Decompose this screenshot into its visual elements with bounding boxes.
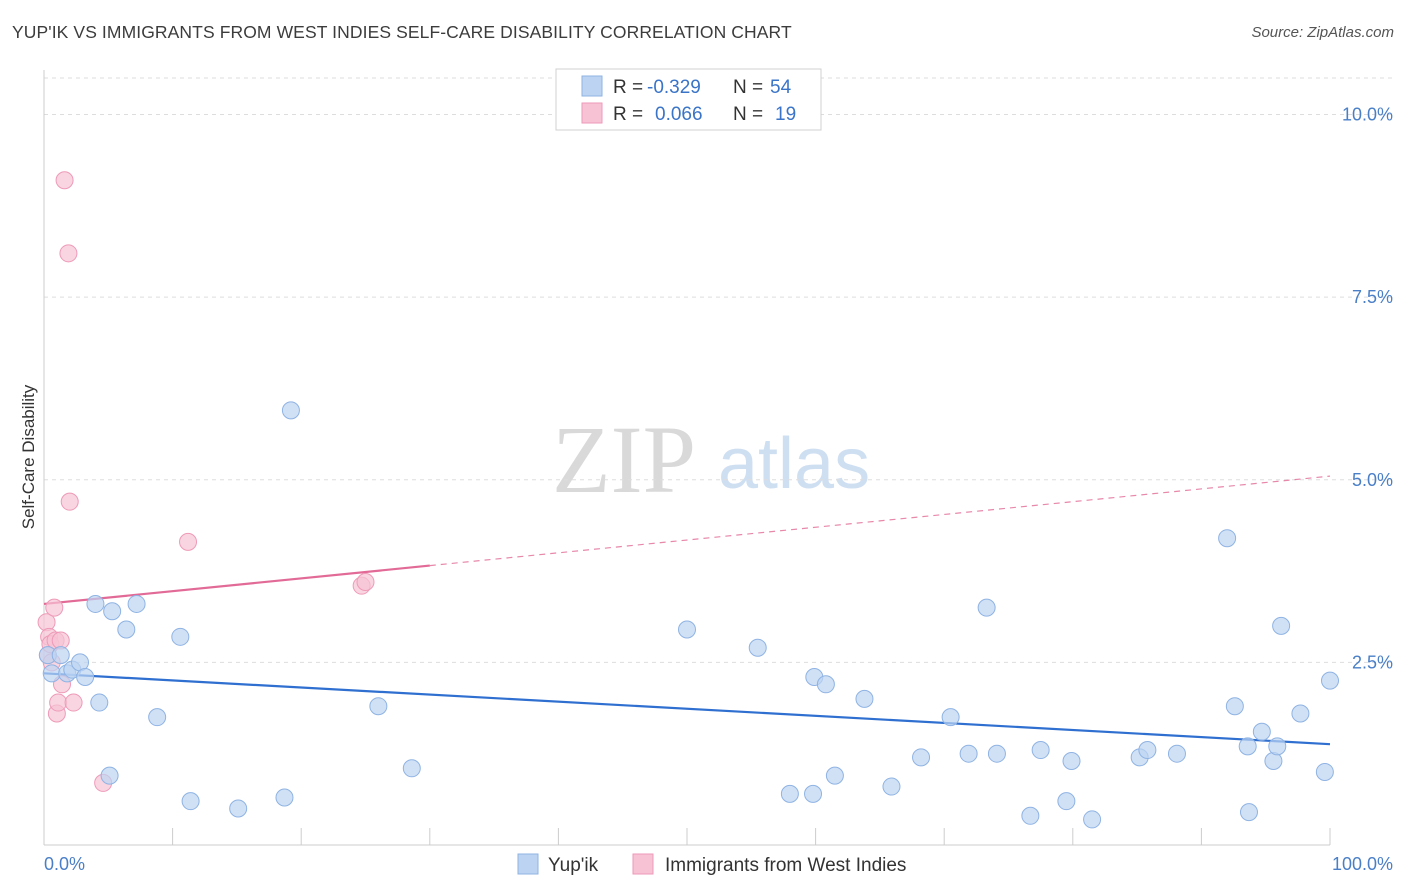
point-yupik bbox=[281, 401, 300, 420]
point-west-indies bbox=[64, 693, 83, 712]
point-yupik bbox=[977, 598, 996, 617]
chart-title: YUP'IK VS IMMIGRANTS FROM WEST INDIES SE… bbox=[12, 22, 792, 42]
point-yupik bbox=[1238, 737, 1257, 756]
legend-n-label-1: N = bbox=[733, 77, 763, 98]
watermark-atlas: atlas bbox=[718, 424, 870, 504]
y-tick-label: 2.5% bbox=[1352, 652, 1393, 672]
point-yupik bbox=[1138, 741, 1157, 760]
y-tick-label: 10.0% bbox=[1342, 105, 1393, 125]
point-yupik bbox=[882, 777, 901, 796]
point-yupik bbox=[1225, 697, 1244, 716]
legend-n-label-2: N = bbox=[733, 104, 763, 125]
point-yupik bbox=[1272, 616, 1291, 635]
point-yupik bbox=[90, 693, 109, 712]
legend-n-value-2: 19 bbox=[775, 104, 796, 125]
bottom-legend-swatch-west-indies bbox=[632, 853, 654, 875]
point-yupik bbox=[369, 697, 388, 716]
y-axis-label: Self-Care Disability bbox=[19, 384, 38, 529]
trendline-west-indies-solid bbox=[43, 564, 430, 606]
point-yupik bbox=[959, 744, 978, 763]
legend-r-value-2: 0.066 bbox=[655, 104, 703, 125]
point-yupik bbox=[1062, 751, 1081, 770]
point-west-indies bbox=[59, 244, 78, 263]
point-yupik bbox=[1083, 810, 1102, 829]
watermark-zip: ZIP bbox=[552, 406, 696, 513]
point-yupik bbox=[855, 689, 874, 708]
point-yupik bbox=[941, 708, 960, 727]
y-tick-label: 5.0% bbox=[1352, 470, 1393, 490]
point-west-indies bbox=[45, 598, 64, 617]
bottom-legend-swatch-yupik bbox=[517, 853, 539, 875]
ticks-layer: 2.5% 5.0% 7.5% 10.0% 0.0% 100.0% bbox=[44, 105, 1393, 874]
point-yupik bbox=[1315, 762, 1334, 781]
bottom-legend-label-west-indies: Immigrants from West Indies bbox=[665, 855, 906, 876]
point-west-indies bbox=[356, 573, 375, 592]
point-yupik bbox=[103, 602, 122, 621]
legend-r-label-2: R = bbox=[613, 104, 643, 125]
point-yupik bbox=[51, 646, 70, 665]
point-yupik bbox=[100, 766, 119, 785]
point-west-indies bbox=[179, 532, 198, 551]
point-yupik bbox=[402, 759, 421, 778]
point-west-indies bbox=[49, 693, 68, 712]
points-layer bbox=[37, 171, 1339, 829]
bottom-legend: Yup'ik Immigrants from West Indies bbox=[517, 853, 906, 876]
x-tick-label-start: 0.0% bbox=[44, 854, 85, 874]
trendline-yupik bbox=[43, 672, 1331, 746]
y-tick-label: 7.5% bbox=[1352, 287, 1393, 307]
chart-source: Source: ZipAtlas.com bbox=[1251, 24, 1394, 41]
point-yupik bbox=[181, 792, 200, 811]
point-yupik bbox=[678, 620, 696, 639]
point-yupik bbox=[127, 594, 146, 613]
legend-r-label-1: R = bbox=[613, 77, 643, 98]
point-yupik bbox=[1252, 722, 1271, 741]
point-yupik bbox=[748, 638, 767, 657]
point-yupik bbox=[1291, 704, 1310, 723]
point-yupik bbox=[171, 627, 190, 646]
point-yupik bbox=[1268, 737, 1287, 756]
legend-swatch-west-indies bbox=[581, 102, 603, 124]
trendline-west-indies-dashed bbox=[429, 475, 1331, 567]
point-yupik bbox=[275, 788, 294, 807]
trend-layer bbox=[43, 475, 1331, 746]
point-yupik bbox=[825, 766, 844, 785]
point-yupik bbox=[1321, 671, 1339, 690]
point-yupik bbox=[987, 744, 1006, 763]
point-yupik bbox=[42, 664, 61, 683]
point-yupik bbox=[76, 667, 95, 686]
legend-box: R = -0.329 N = 54 R = 0.066 N = 19 bbox=[555, 68, 822, 131]
point-yupik bbox=[1057, 792, 1076, 811]
x-tick-label-end: 100.0% bbox=[1332, 854, 1393, 874]
point-yupik bbox=[1239, 803, 1258, 822]
point-yupik bbox=[804, 784, 823, 803]
point-yupik bbox=[816, 675, 835, 694]
point-yupik bbox=[1218, 529, 1237, 548]
point-yupik bbox=[1031, 741, 1050, 760]
point-yupik bbox=[1021, 806, 1040, 825]
legend-n-value-1: 54 bbox=[770, 77, 792, 98]
point-yupik bbox=[86, 594, 105, 613]
bottom-legend-label-yupik: Yup'ik bbox=[548, 855, 599, 876]
point-yupik bbox=[1167, 744, 1186, 763]
axis-layer bbox=[43, 70, 1330, 846]
point-yupik bbox=[780, 784, 799, 803]
point-yupik bbox=[148, 708, 167, 727]
point-yupik bbox=[229, 799, 248, 818]
grid-layer bbox=[44, 77, 1392, 845]
legend-swatch-yupik bbox=[581, 75, 603, 97]
legend-r-value-1: -0.329 bbox=[647, 77, 701, 98]
point-yupik bbox=[117, 620, 136, 639]
point-west-indies bbox=[55, 171, 74, 190]
point-yupik bbox=[912, 748, 931, 767]
point-west-indies bbox=[60, 492, 79, 511]
